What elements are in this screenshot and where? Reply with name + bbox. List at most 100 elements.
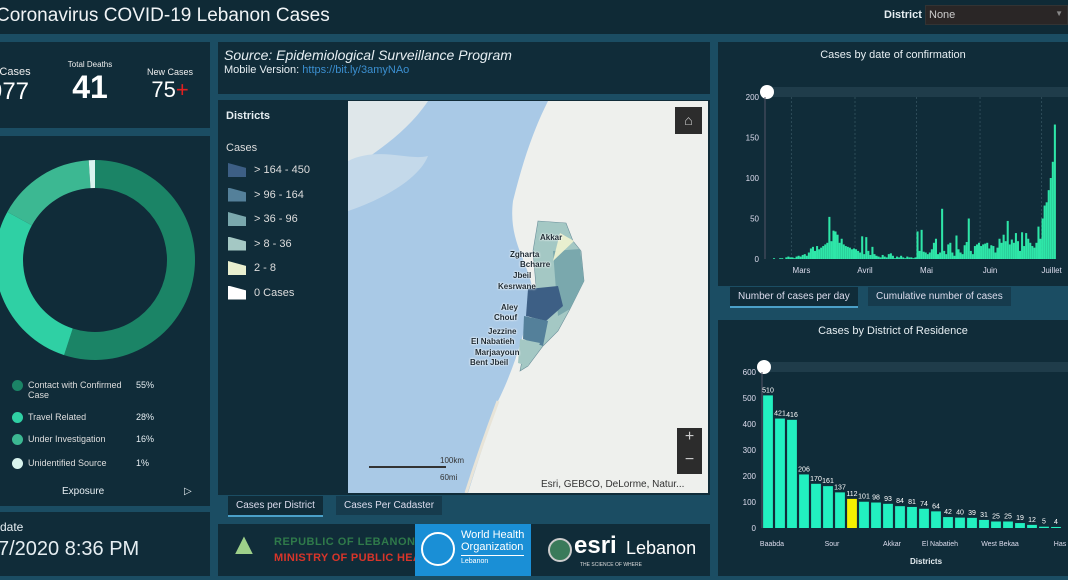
district-bar[interactable] bbox=[847, 498, 857, 528]
daily-bar[interactable] bbox=[978, 242, 981, 259]
range-slider-track[interactable] bbox=[765, 87, 1068, 97]
daily-bar[interactable] bbox=[885, 257, 888, 259]
daily-bar[interactable] bbox=[846, 246, 849, 259]
donut-slice[interactable] bbox=[7, 160, 91, 226]
daily-bar[interactable] bbox=[855, 249, 858, 259]
exposure-legend-item[interactable]: Travel Related bbox=[12, 412, 132, 423]
range-slider-track[interactable] bbox=[762, 362, 1068, 372]
daily-bar[interactable] bbox=[955, 235, 958, 259]
daily-bar[interactable] bbox=[924, 252, 927, 259]
daily-bar[interactable] bbox=[973, 246, 976, 259]
daily-bar[interactable] bbox=[926, 254, 929, 259]
daily-bar[interactable] bbox=[990, 245, 993, 259]
daily-bar[interactable] bbox=[1051, 161, 1054, 259]
daily-bar[interactable] bbox=[918, 250, 921, 259]
daily-bar[interactable] bbox=[1023, 246, 1026, 259]
daily-bar[interactable] bbox=[834, 231, 837, 259]
daily-bar[interactable] bbox=[1027, 238, 1030, 259]
district-bar[interactable] bbox=[991, 521, 1001, 529]
daily-bar[interactable] bbox=[850, 249, 853, 259]
daily-bar[interactable] bbox=[1014, 233, 1017, 259]
district-bar[interactable] bbox=[967, 517, 977, 528]
daily-bar[interactable] bbox=[863, 254, 866, 259]
daily-bar[interactable] bbox=[928, 252, 931, 259]
daily-bar[interactable] bbox=[814, 250, 817, 259]
daily-bar[interactable] bbox=[801, 254, 804, 259]
daily-bar[interactable] bbox=[1043, 205, 1046, 259]
district-bar[interactable] bbox=[1051, 526, 1061, 528]
daily-bar[interactable] bbox=[871, 246, 874, 259]
daily-bar[interactable] bbox=[1002, 234, 1005, 259]
daily-bar[interactable] bbox=[957, 249, 960, 259]
daily-bar[interactable] bbox=[900, 255, 903, 259]
daily-bar[interactable] bbox=[1010, 239, 1013, 259]
daily-bar[interactable] bbox=[941, 208, 944, 259]
daily-bar[interactable] bbox=[1004, 241, 1007, 259]
daily-bar[interactable] bbox=[1053, 124, 1056, 259]
daily-bar[interactable] bbox=[809, 248, 812, 259]
daily-bar[interactable] bbox=[852, 248, 855, 259]
daily-bar[interactable] bbox=[848, 247, 851, 259]
daily-bar[interactable] bbox=[994, 252, 997, 259]
daily-bar[interactable] bbox=[908, 257, 911, 259]
tab-cases-per-district[interactable]: Cases per District bbox=[228, 496, 323, 517]
daily-bar[interactable] bbox=[969, 250, 972, 259]
daily-bar[interactable] bbox=[807, 252, 810, 259]
district-bar[interactable] bbox=[811, 483, 821, 528]
district-bar[interactable] bbox=[1015, 523, 1025, 528]
daily-bar[interactable] bbox=[910, 257, 913, 259]
map-view[interactable]: Akkar Zgharta Bcharre Jbeil Kesrwane Aley Chou… bbox=[348, 101, 708, 493]
zoom-out-button[interactable]: − bbox=[684, 451, 695, 468]
daily-bar[interactable] bbox=[773, 258, 776, 259]
daily-bar[interactable] bbox=[963, 245, 966, 259]
tab-cumulative-cases[interactable]: Cumulative number of cases bbox=[868, 287, 1011, 306]
daily-bar[interactable] bbox=[859, 252, 862, 259]
daily-bar[interactable] bbox=[811, 246, 814, 259]
daily-bar[interactable] bbox=[906, 256, 909, 259]
daily-bar[interactable] bbox=[879, 257, 882, 259]
daily-bar[interactable] bbox=[836, 234, 839, 259]
daily-bar[interactable] bbox=[947, 244, 950, 259]
district-bar[interactable] bbox=[835, 492, 845, 528]
daily-bar[interactable] bbox=[914, 257, 917, 259]
daily-bar[interactable] bbox=[945, 254, 948, 259]
daily-bar[interactable] bbox=[992, 246, 995, 259]
district-bar[interactable] bbox=[763, 395, 773, 528]
exposure-legend-item[interactable]: Under Investigation bbox=[12, 434, 132, 445]
daily-bar[interactable] bbox=[822, 246, 825, 259]
daily-bar[interactable] bbox=[803, 254, 806, 259]
district-bar[interactable] bbox=[979, 519, 989, 528]
daily-bar[interactable] bbox=[998, 238, 1001, 259]
daily-bar[interactable] bbox=[959, 252, 962, 259]
daily-bar[interactable] bbox=[996, 247, 999, 259]
tab-cases-per-cadaster[interactable]: Cases Per Cadaster bbox=[336, 496, 443, 515]
range-slider-handle[interactable] bbox=[757, 360, 771, 374]
district-bar[interactable] bbox=[919, 508, 929, 528]
daily-bar[interactable] bbox=[805, 255, 808, 259]
daily-bar[interactable] bbox=[965, 241, 968, 259]
daily-bar[interactable] bbox=[797, 255, 800, 259]
daily-bar[interactable] bbox=[785, 257, 788, 259]
range-slider-handle[interactable] bbox=[760, 85, 774, 99]
daily-bar[interactable] bbox=[824, 244, 827, 259]
district-bar[interactable] bbox=[907, 506, 917, 528]
daily-bar[interactable] bbox=[1016, 241, 1019, 259]
daily-bar[interactable] bbox=[953, 255, 956, 259]
daily-bar[interactable] bbox=[937, 254, 940, 259]
daily-bar[interactable] bbox=[873, 254, 876, 259]
daily-bar[interactable] bbox=[980, 246, 983, 259]
zoom-in-button[interactable]: + bbox=[684, 428, 695, 445]
daily-bar[interactable] bbox=[830, 241, 833, 259]
daily-bar[interactable] bbox=[916, 231, 919, 259]
daily-bar[interactable] bbox=[943, 250, 946, 259]
district-bar[interactable] bbox=[871, 502, 881, 528]
donut-slice[interactable] bbox=[0, 211, 73, 356]
district-bar[interactable] bbox=[1027, 524, 1037, 528]
daily-bar[interactable] bbox=[971, 254, 974, 259]
district-bar[interactable] bbox=[775, 418, 785, 528]
daily-bar[interactable] bbox=[951, 252, 954, 259]
district-bar[interactable] bbox=[883, 503, 893, 528]
daily-bar[interactable] bbox=[838, 242, 841, 259]
daily-bar[interactable] bbox=[1029, 242, 1032, 259]
daily-bar[interactable] bbox=[828, 216, 831, 259]
